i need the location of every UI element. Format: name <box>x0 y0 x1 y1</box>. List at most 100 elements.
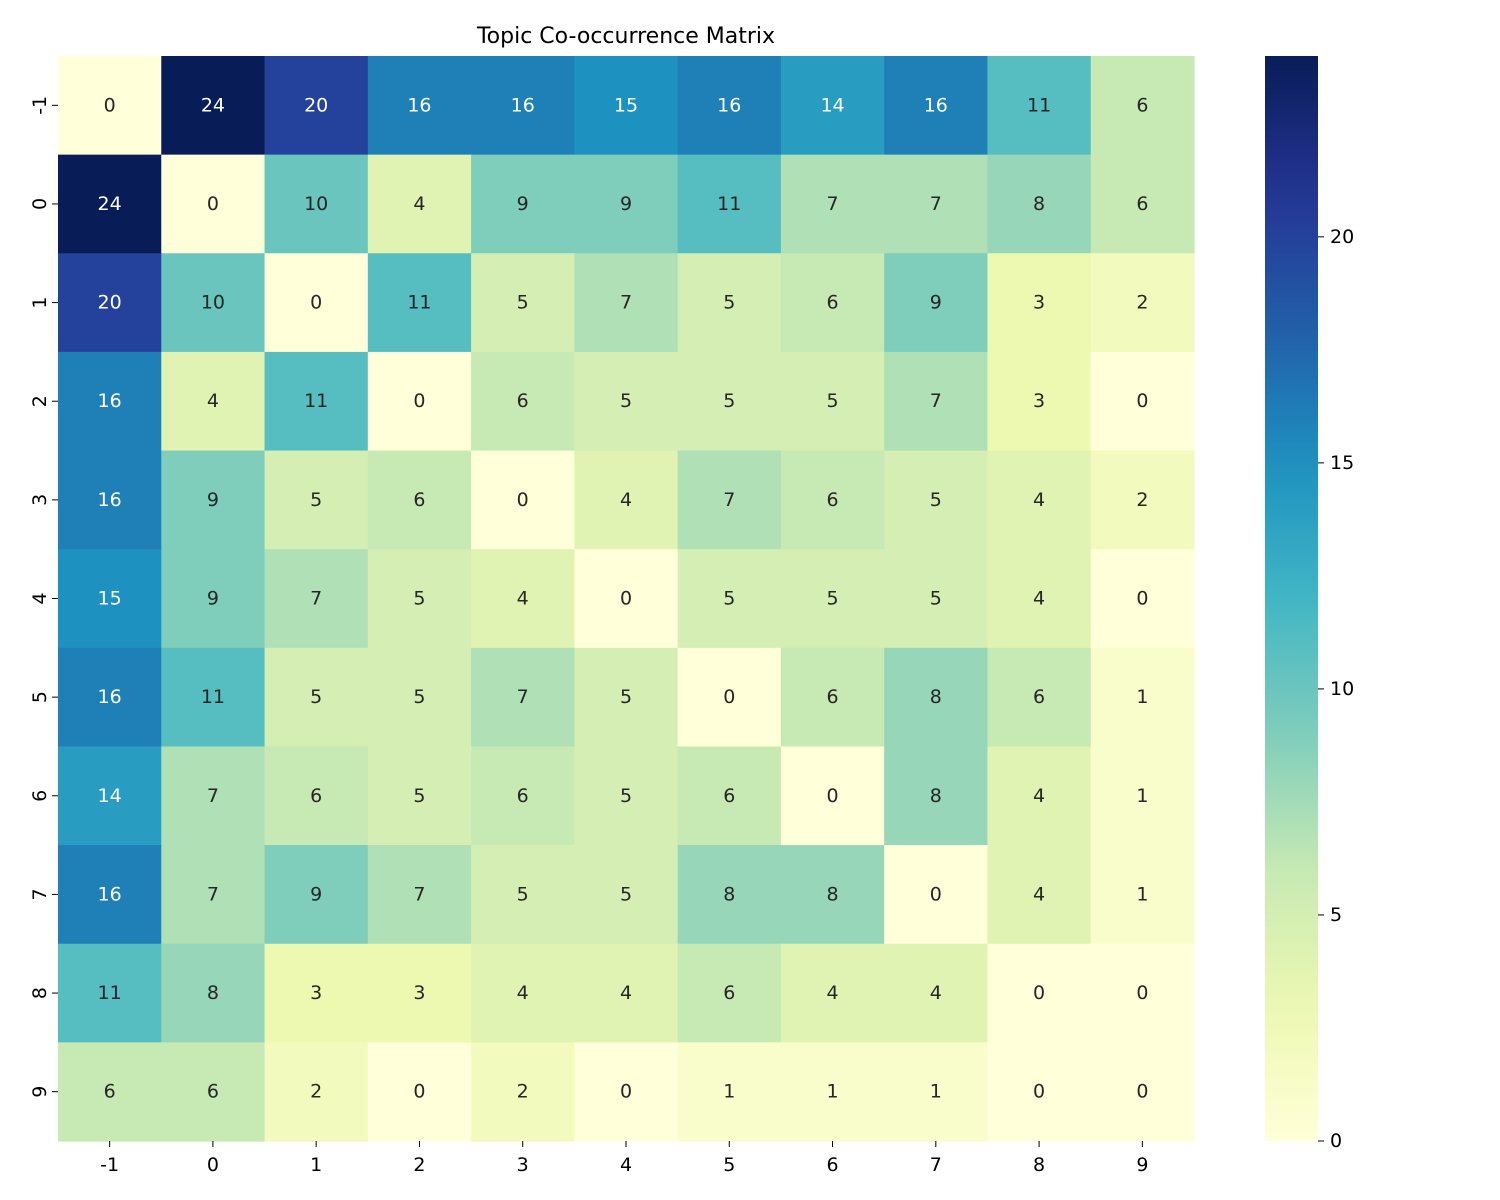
x-tick-label: 5 <box>723 1154 735 1176</box>
heatmap-cell <box>677 647 782 748</box>
x-tick-label: 7 <box>930 1154 942 1176</box>
cell-value-label: 2 <box>1136 489 1148 511</box>
cell-value-label: 11 <box>1027 94 1051 116</box>
cell-value-label: 1 <box>827 1081 839 1103</box>
heatmap-cell <box>884 943 989 1043</box>
cell-value-label: 6 <box>827 292 839 314</box>
heatmap-cell <box>58 943 162 1043</box>
colorbar-ticks: 0 5 10 15 20 <box>1318 226 1354 1152</box>
cell-value-label: 6 <box>827 489 839 511</box>
cell-value-label: 6 <box>517 785 529 807</box>
heatmap-cell <box>161 154 266 254</box>
heatmap-cell <box>574 253 679 353</box>
cell-value-label: 7 <box>620 292 632 314</box>
cell-value-label: 7 <box>207 785 219 807</box>
heatmap-cell <box>264 1042 369 1142</box>
cell-value-label: 6 <box>1033 686 1045 708</box>
cell-value-label: 4 <box>1033 588 1045 610</box>
heatmap-cell <box>677 450 782 550</box>
cell-value-label: 8 <box>827 883 839 905</box>
cell-value-label: 4 <box>827 982 839 1004</box>
cell-value-label: 0 <box>930 883 942 905</box>
cell-value-label: 9 <box>620 193 632 215</box>
heatmap-cell <box>264 845 369 945</box>
heatmap-cell <box>884 56 989 156</box>
cell-value-label: 16 <box>98 390 122 412</box>
cell-value-label: 5 <box>620 883 632 905</box>
x-axis: -1 0 1 2 3 4 5 6 7 8 9 <box>100 1141 1148 1176</box>
cell-value-label: 11 <box>98 982 122 1004</box>
heatmap-cell <box>58 746 162 846</box>
heatmap-cell <box>367 56 472 156</box>
heatmap-cell <box>987 746 1092 846</box>
y-tick-label: 2 <box>29 395 51 407</box>
heatmap-cell <box>161 253 266 353</box>
heatmap-cell <box>264 154 369 254</box>
heatmap-cell <box>780 56 885 156</box>
cell-value-label: 7 <box>413 883 425 905</box>
cell-value-label: 7 <box>310 588 322 610</box>
cell-value-label: 0 <box>1136 1081 1148 1103</box>
heatmap-cell <box>574 1042 679 1142</box>
heatmap-cell <box>471 154 575 254</box>
x-tick-label: 9 <box>1136 1154 1148 1176</box>
heatmap-cell <box>884 351 989 452</box>
cell-value-label: 5 <box>620 686 632 708</box>
heatmap-cell <box>264 943 369 1043</box>
heatmap-cell <box>58 845 162 945</box>
cell-value-label: 8 <box>1033 193 1045 215</box>
heatmap-cell <box>574 845 679 945</box>
heatmap-cell <box>780 647 885 748</box>
cell-value-label: 6 <box>413 489 425 511</box>
cell-value-label: 11 <box>407 292 431 314</box>
cell-value-label: 24 <box>98 193 122 215</box>
cell-value-label: 5 <box>310 489 322 511</box>
cell-value-label: 20 <box>304 94 328 116</box>
cell-value-label: 0 <box>620 1081 632 1103</box>
cell-value-label: 4 <box>1033 883 1045 905</box>
heatmap-cell <box>367 845 472 945</box>
colorbar-tick-label: 20 <box>1330 226 1354 248</box>
cell-value-label: 5 <box>723 588 735 610</box>
cell-value-label: 6 <box>723 982 735 1004</box>
cell-value-label: 15 <box>98 588 122 610</box>
cell-value-label: 0 <box>104 94 116 116</box>
cell-value-label: 0 <box>1136 982 1148 1004</box>
cell-value-label: 2 <box>1136 292 1148 314</box>
heatmap-cell <box>264 351 369 452</box>
heatmap-cell <box>677 549 782 649</box>
heatmap-cell <box>58 351 162 452</box>
cell-value-label: 6 <box>1136 94 1148 116</box>
heatmap-cell <box>471 943 575 1043</box>
heatmap-cell <box>367 647 472 748</box>
heatmap-cell <box>574 746 679 846</box>
cell-value-label: 8 <box>723 883 735 905</box>
cell-value-label: 16 <box>98 686 122 708</box>
y-tick-label: -1 <box>29 96 51 115</box>
heatmap-cell <box>987 647 1092 748</box>
cell-value-label: 6 <box>207 1081 219 1103</box>
cell-value-label: 16 <box>98 883 122 905</box>
heatmap-cell <box>884 253 989 353</box>
cell-value-label: 4 <box>1033 785 1045 807</box>
cell-value-label: 24 <box>201 94 225 116</box>
cell-value-label: 0 <box>723 686 735 708</box>
heatmap-cell <box>264 253 369 353</box>
cell-value-label: 6 <box>723 785 735 807</box>
heatmap-cell <box>471 746 575 846</box>
heatmap-cell <box>677 943 782 1043</box>
y-tick-label: 3 <box>29 494 51 506</box>
heatmap-cell <box>677 154 782 254</box>
heatmap-cell <box>884 1042 989 1142</box>
heatmap-cell <box>1090 549 1195 649</box>
heatmap-cell <box>264 549 369 649</box>
heatmap-cell <box>677 746 782 846</box>
heatmap-cell <box>58 56 162 156</box>
cell-value-label: 10 <box>304 193 328 215</box>
chart-title: Topic Co-occurrence Matrix <box>476 24 775 49</box>
heatmap-cell <box>987 1042 1092 1142</box>
heatmap-cell <box>367 351 472 452</box>
cell-value-label: 4 <box>517 588 529 610</box>
heatmap-cell <box>367 549 472 649</box>
